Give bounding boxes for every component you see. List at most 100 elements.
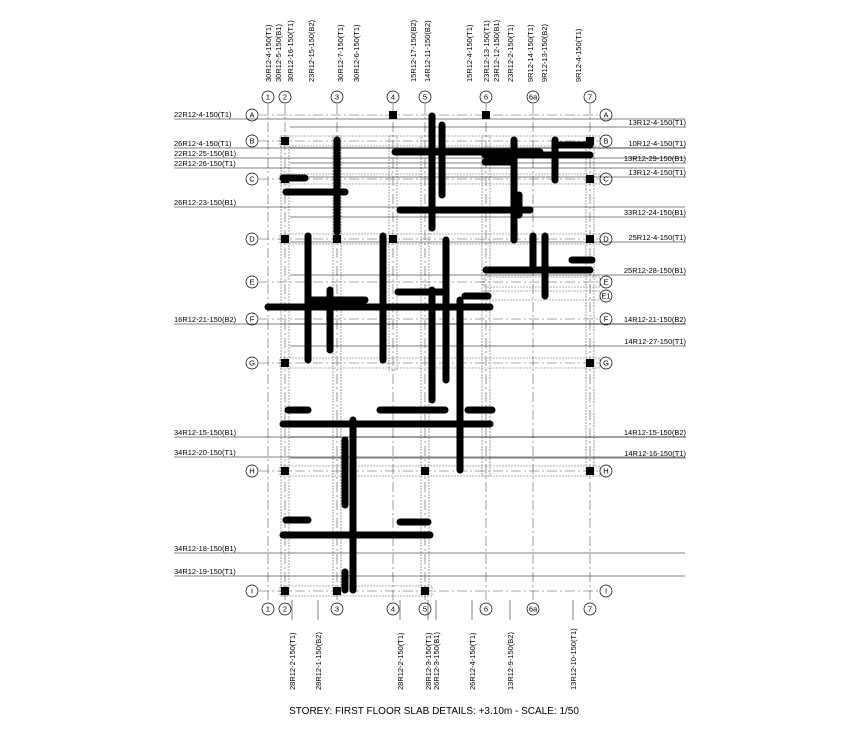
grid-bubble-label: 5 [423, 93, 427, 102]
rebar-label-right: 33R12-24-150(B1) [624, 208, 687, 217]
rebar-label-top: 23R12-12-150(B1) [492, 19, 501, 82]
beam [332, 135, 342, 597]
grid-bubble-label: I [251, 587, 253, 596]
grid-bubble-label: 1 [266, 93, 270, 102]
rebar-label-top: 30R12-5-150(B1) [274, 24, 283, 82]
grid-bubble-label: C [249, 175, 255, 184]
rebar-label-bottom: 28R12-3-150(T1) [424, 632, 433, 690]
rebar-label-right: 10R12-4-150(T1) [628, 139, 686, 148]
grid-bubble-label: A [603, 111, 608, 120]
grid-bubble [583, 90, 597, 104]
grid-bubble [245, 108, 259, 122]
grid-bubble-label: G [249, 359, 255, 368]
grid-bubble-label: 7 [588, 93, 592, 102]
grid-bubble [278, 602, 292, 616]
grid-bubble [599, 134, 613, 148]
grid-bubble-label: 5 [423, 605, 427, 614]
rebar-label-top: 30R12-6-150(T1) [352, 24, 361, 82]
caption: STOREY: FIRST FLOOR SLAB DETAILS: +3.10m… [289, 706, 579, 717]
beam [585, 135, 595, 477]
grid-bubble [599, 275, 613, 289]
grid-bubble [599, 356, 613, 370]
rebar-label-top: 23R12-15-150(B2) [307, 19, 316, 82]
grid-bubble-label: H [249, 467, 254, 476]
column [421, 587, 429, 595]
rebar-label-left: 34R12-20-150(T1) [174, 448, 236, 457]
column [482, 111, 490, 119]
rebar-label-top: 14R12-11-150(B2) [423, 20, 432, 82]
rebar-label-left: 34R12-19-150(T1) [174, 567, 236, 576]
rebar-label-top: 15R12-17-150(B2) [409, 19, 418, 82]
rebar-label-left: 16R12-21-150(B2) [174, 315, 237, 324]
beam [388, 135, 398, 371]
column [389, 235, 397, 243]
rebar-label-right: 14R12-27-150(T1) [624, 337, 686, 346]
grid-bubble [479, 602, 493, 616]
rebar-label-top: 9R12-13-150(B2) [540, 24, 549, 82]
grid-bubble [245, 356, 259, 370]
grid-bubble-label: 6a [529, 93, 538, 102]
column [333, 587, 341, 595]
rebar-label-left: 26R12-23-150(B1) [174, 198, 237, 207]
rebar-label-top: 23R12-13-150(T1) [482, 20, 491, 82]
column [586, 467, 594, 475]
grid-bubble-label: E [603, 278, 608, 287]
grid-bubble-label: I [605, 587, 607, 596]
grid-bubble-label: 6 [484, 93, 488, 102]
grid-bubble [418, 90, 432, 104]
grid-bubble [599, 172, 613, 186]
grid-bubble [386, 90, 400, 104]
rebar-label-right: 13R12-4-150(T1) [628, 168, 686, 177]
grid-bubble [245, 312, 259, 326]
rebar-label-right: 25R12-28-150(B1) [624, 266, 687, 275]
rebar-label-bottom: 26R12-4-150(T1) [468, 632, 477, 690]
column [281, 587, 289, 595]
rebar-label-bottom: 13R12-9-150(B2) [506, 632, 515, 690]
grid-bubble-label: 1 [266, 605, 270, 614]
column [333, 235, 341, 243]
grid-bubble-label: C [603, 175, 609, 184]
rebar-label-left: 22R12-4-150(T1) [174, 110, 232, 119]
column [586, 175, 594, 183]
grid-bubble [599, 312, 613, 326]
grid-bubble-label: H [603, 467, 608, 476]
rebar-label-right: 14R12-21-150(B2) [624, 315, 687, 324]
grid-bubble-label: D [249, 235, 255, 244]
grid-bubble [330, 90, 344, 104]
rebar-label-right: 14R12-15-150(B2) [624, 428, 687, 437]
grid-bubble-label: B [249, 137, 254, 146]
grid-bubble [245, 584, 259, 598]
grid-bubble-label: 3 [335, 605, 339, 614]
grid-bubble-label: B [603, 137, 608, 146]
rebar-label-bottom: 26R12-3-150(B1) [432, 632, 441, 690]
column [389, 111, 397, 119]
column [281, 137, 289, 145]
grid-bubble-label: 7 [588, 605, 592, 614]
grid-bubble-label: 4 [391, 93, 395, 102]
grid-bubble [599, 464, 613, 478]
rebar-label-left: 34R12-18-150(B1) [174, 544, 237, 553]
grid-bubble [599, 289, 613, 303]
column [421, 467, 429, 475]
grid-bubble [526, 90, 540, 104]
rebar-label-top: 15R12-4-150(T1) [465, 24, 474, 82]
rebar-label-left: 22R12-26-150(T1) [174, 159, 236, 168]
column [586, 235, 594, 243]
grid-bubble-label: E [249, 278, 254, 287]
grid-bubble [278, 90, 292, 104]
grid-bubble-label: 6 [484, 605, 488, 614]
grid-bubble-label: 2 [283, 93, 287, 102]
rebar-label-left: 22R12-25-150(B1) [174, 149, 237, 158]
grid-bubble [245, 464, 259, 478]
rebar-label-top: 9R12-14-150(T1) [526, 24, 535, 82]
grid-bubble-label: A [249, 111, 254, 120]
grid-bubble-label: D [603, 235, 609, 244]
column [281, 467, 289, 475]
column [281, 235, 289, 243]
grid-bubble-label: F [604, 315, 609, 324]
grid-bubble-label: E1 [601, 292, 610, 301]
grid-bubble [526, 602, 540, 616]
grid-bubble [386, 602, 400, 616]
rebar-label-top: 23R12-2-150(T1) [506, 24, 515, 82]
